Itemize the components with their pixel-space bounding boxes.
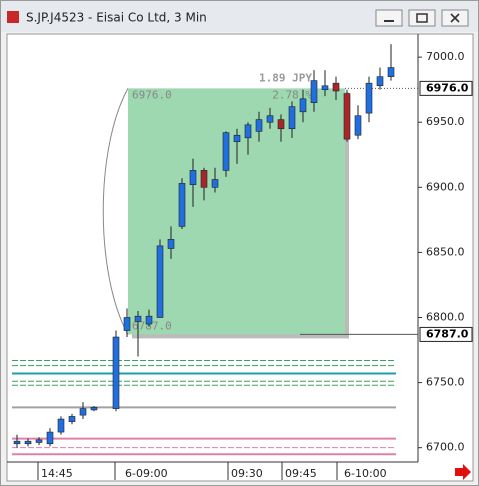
candle-body [200, 170, 208, 188]
measure-change: 1.89 JPY [259, 71, 312, 84]
candle-body [332, 82, 340, 92]
x-tick-label: 6-09:00 [125, 467, 168, 480]
x-tick-label: 09:30 [231, 467, 263, 480]
candle-body [134, 315, 142, 322]
candle-body [299, 98, 307, 113]
candle-body [277, 119, 285, 130]
candle-body [145, 315, 153, 325]
window-title: S.JP.J4523 - Eisai Co Ltd, 3 Min [26, 11, 207, 25]
y-tick-label: 7000.0 [426, 50, 465, 63]
candle-body [211, 179, 219, 188]
icon [450, 13, 460, 23]
candle-body [156, 245, 164, 318]
candle-body [244, 124, 252, 139]
x-tick-label: 09:45 [285, 467, 317, 480]
y-tick-label: 6750.0 [426, 376, 465, 389]
window-buttons[interactable] [375, 9, 469, 27]
candle-body [13, 440, 21, 445]
candle-body [233, 134, 241, 143]
candle-body [57, 418, 65, 433]
candle-body [79, 408, 87, 416]
candle-body [24, 440, 32, 445]
candle-body [123, 317, 131, 331]
candle-body [35, 439, 43, 443]
y-tick-label: 6850.0 [426, 245, 465, 258]
candle-body [68, 416, 76, 422]
candle-body [321, 85, 329, 90]
scroll-arrow[interactable] [455, 464, 471, 480]
candle-body [376, 76, 384, 87]
measure-low-label: 6787.0 [132, 319, 172, 332]
price-marker-box [419, 326, 473, 342]
measure-arc [102, 88, 129, 335]
app-icon [7, 11, 19, 23]
price-marker-label: 6976.0 [426, 81, 469, 94]
y-tick-label: 6800.0 [426, 310, 465, 323]
y-tick-label: 6950.0 [426, 115, 465, 128]
candle-body [288, 106, 296, 130]
x-tick-label: 14:45 [41, 467, 73, 480]
price-marker-box [419, 80, 473, 96]
measure-change-pct: 2.78 % [272, 88, 312, 101]
candle-body [46, 431, 54, 445]
candle-body [365, 82, 373, 114]
measure-high-label: 6976.0 [132, 88, 172, 101]
candle-body [255, 119, 263, 132]
candle-body [178, 183, 186, 227]
y-tick-label: 6900.0 [426, 180, 465, 193]
plot: 7000.0 6950.0 6900.0 6850.0 6800.0 6750.0 6700… [12, 44, 473, 480]
candle-body [354, 115, 362, 136]
candle-body [189, 170, 197, 186]
candle-body [167, 239, 175, 249]
x-tick-label: 6-10:00 [344, 467, 387, 480]
minimize-button[interactable] [375, 9, 403, 27]
icon [416, 13, 428, 23]
candle-body [112, 336, 120, 409]
candle-body [90, 407, 98, 411]
y-tick-label: 6700.0 [426, 441, 465, 454]
candle-body [310, 80, 318, 103]
candle-body [343, 93, 351, 140]
candle-body [266, 115, 274, 123]
price-marker-label: 6787.0 [426, 327, 469, 340]
maximize-button[interactable] [408, 9, 436, 27]
candle-body [387, 67, 395, 77]
candle-body [222, 132, 230, 171]
